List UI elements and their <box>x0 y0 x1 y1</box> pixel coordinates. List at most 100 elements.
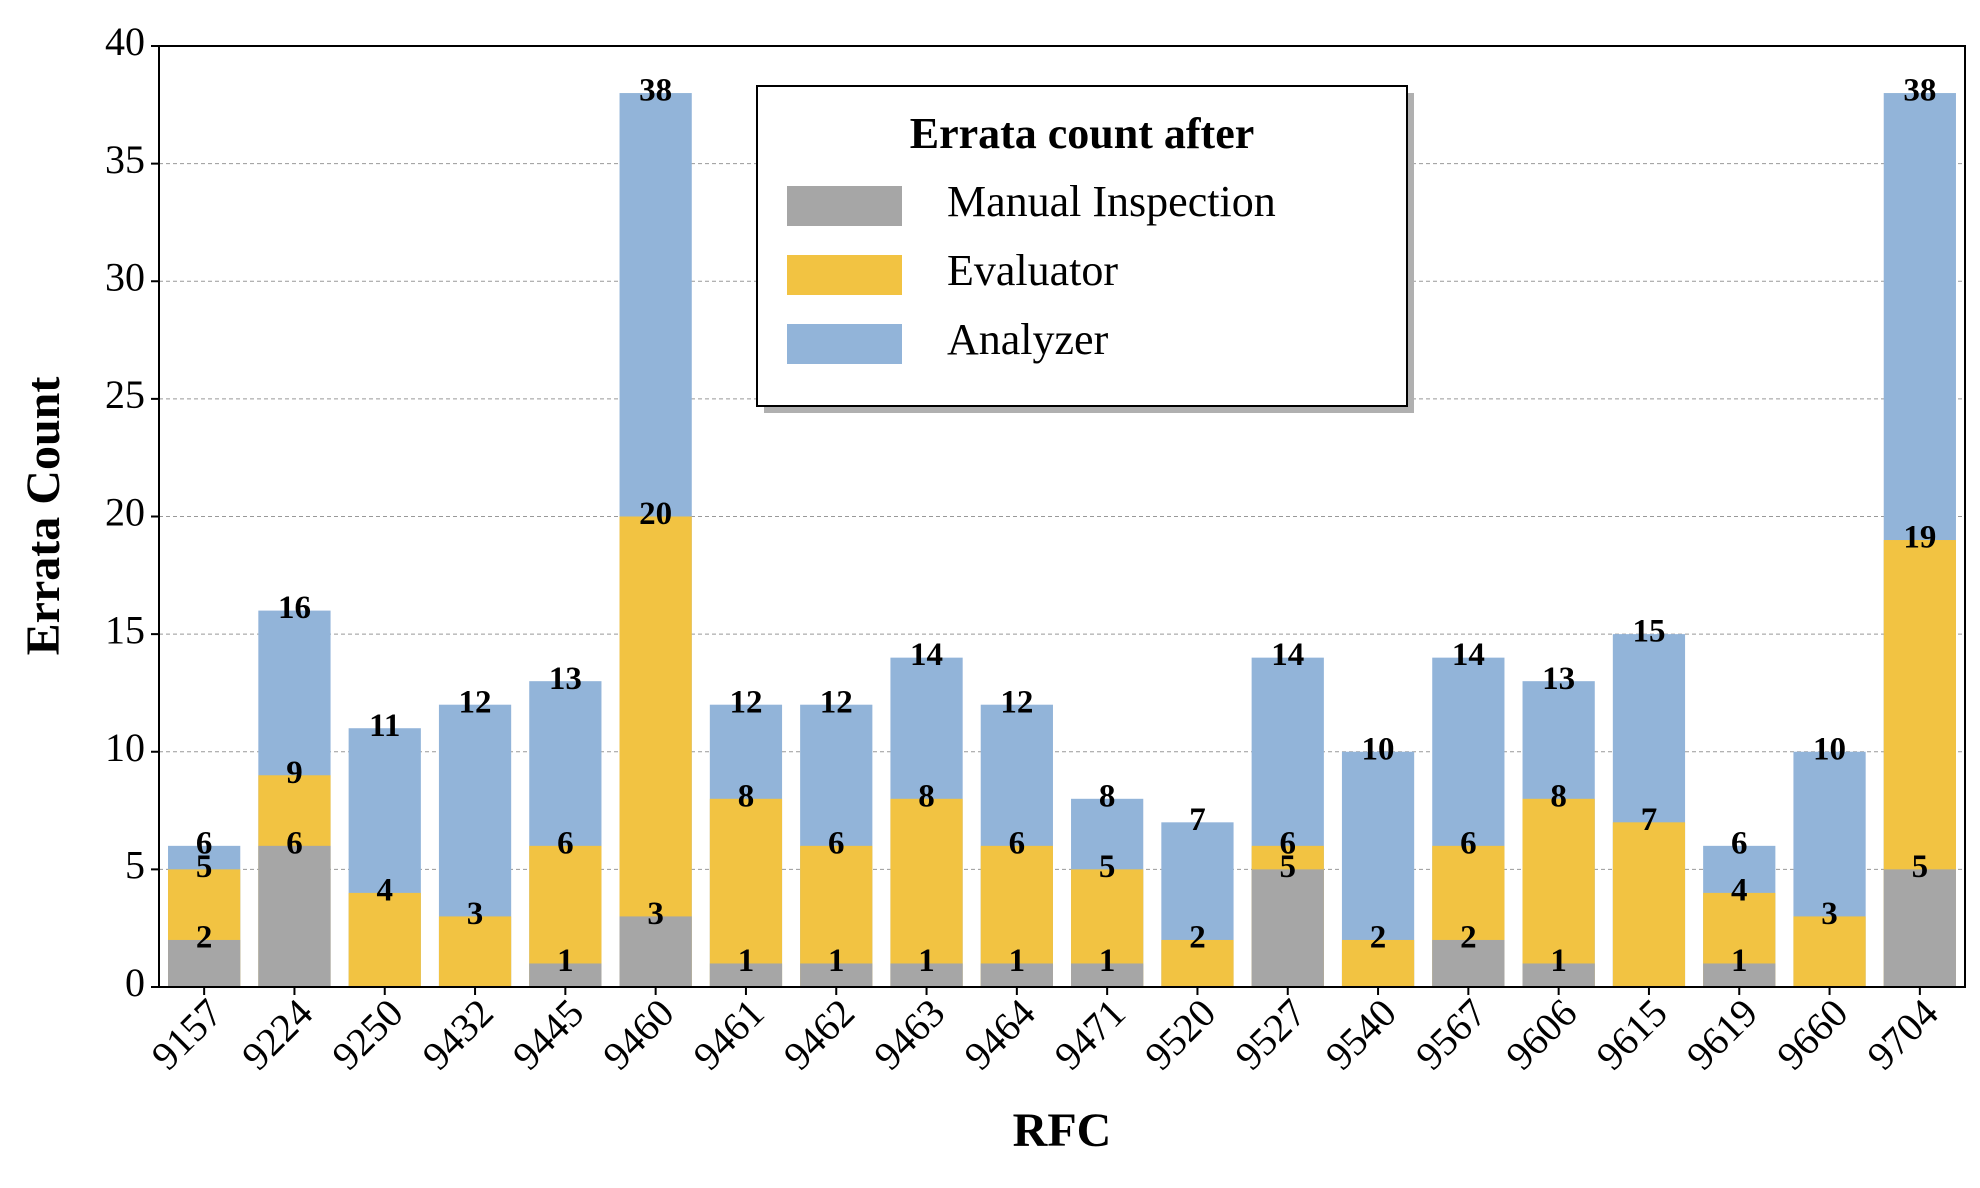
x-tick-label: 9461 <box>684 990 772 1078</box>
bar <box>1793 916 1866 987</box>
y-tick-label: 40 <box>105 19 145 64</box>
value-label: 13 <box>549 661 582 697</box>
value-label: 1 <box>738 943 755 979</box>
bar <box>1612 822 1686 987</box>
value-label: 6 <box>828 825 845 861</box>
bar <box>890 963 963 987</box>
value-label: 14 <box>1271 637 1304 673</box>
y-tick-label: 0 <box>125 960 145 1005</box>
bar <box>1432 939 1505 987</box>
bar <box>258 845 331 987</box>
bar <box>619 916 692 987</box>
value-label: 7 <box>1189 802 1206 838</box>
bar <box>1251 869 1324 987</box>
y-tick-label: 5 <box>125 843 145 888</box>
x-tick-label: 9460 <box>594 990 682 1078</box>
y-tick-label: 35 <box>105 137 145 182</box>
value-label: 1 <box>828 943 845 979</box>
legend-label: Analyzer <box>947 315 1109 364</box>
value-label: 20 <box>639 496 672 532</box>
value-label: 1 <box>1009 943 1026 979</box>
x-tick-label: 9540 <box>1317 990 1405 1078</box>
x-tick-label: 9224 <box>233 990 321 1078</box>
value-label: 12 <box>729 684 762 720</box>
value-label: 8 <box>1099 778 1116 814</box>
y-tick-label: 30 <box>105 254 145 299</box>
value-label: 5 <box>1099 849 1116 885</box>
value-label: 2 <box>1189 920 1206 956</box>
bar <box>1522 798 1595 987</box>
value-label: 3 <box>467 896 484 932</box>
value-label: 15 <box>1632 614 1665 650</box>
value-label: 19 <box>1903 520 1936 556</box>
x-tick-label: 9464 <box>955 990 1043 1078</box>
bar <box>619 516 692 987</box>
bar <box>980 963 1053 987</box>
legend-swatch <box>787 186 902 226</box>
x-tick-label: 9660 <box>1768 990 1856 1078</box>
x-tick-label: 9432 <box>414 990 502 1078</box>
value-label: 11 <box>369 708 400 744</box>
value-label: 38 <box>1903 73 1936 109</box>
value-label: 1 <box>1550 943 1567 979</box>
bar <box>1883 869 1956 987</box>
value-label: 1 <box>1731 943 1748 979</box>
x-tick-label: 9520 <box>1136 990 1224 1078</box>
bar <box>800 963 873 987</box>
y-tick-label: 25 <box>105 372 145 417</box>
legend-title: Errata count after <box>910 109 1255 158</box>
value-label: 8 <box>738 778 755 814</box>
bar <box>709 798 783 987</box>
value-label: 9 <box>286 755 303 791</box>
x-tick-label: 9527 <box>1226 990 1314 1078</box>
value-label: 2 <box>196 920 213 956</box>
x-tick-label: 9567 <box>1407 990 1495 1078</box>
y-tick-label: 20 <box>105 490 145 535</box>
value-label: 6 <box>1009 825 1026 861</box>
value-label: 14 <box>1452 637 1485 673</box>
value-label: 12 <box>1000 684 1033 720</box>
value-label: 6 <box>196 825 213 861</box>
x-tick-label: 9445 <box>504 990 592 1078</box>
bar <box>1071 963 1144 987</box>
x-tick-label: 9463 <box>865 990 953 1078</box>
bar <box>1522 963 1595 987</box>
value-label: 4 <box>377 872 394 908</box>
bar <box>1161 939 1234 987</box>
value-label: 1 <box>1099 943 1116 979</box>
bar <box>168 939 241 987</box>
plot-frame <box>158 45 1966 988</box>
value-label: 8 <box>1550 778 1567 814</box>
value-label: 13 <box>1542 661 1575 697</box>
x-tick-label: 9704 <box>1858 990 1946 1078</box>
value-label: 10 <box>1813 731 1846 767</box>
legend-swatch <box>787 324 902 364</box>
value-label: 12 <box>820 684 853 720</box>
x-tick-label: 9619 <box>1678 990 1766 1078</box>
bar <box>438 916 512 987</box>
legend-label: Evaluator <box>947 246 1118 295</box>
value-label: 5 <box>1912 849 1929 885</box>
value-label: 16 <box>278 590 311 626</box>
value-label: 7 <box>1641 802 1658 838</box>
value-label: 6 <box>557 825 574 861</box>
value-label: 1 <box>557 943 574 979</box>
value-label: 2 <box>1460 920 1477 956</box>
bar <box>529 963 602 987</box>
x-axis-label: RFC <box>1013 1104 1112 1157</box>
value-label: 38 <box>639 73 672 109</box>
value-label: 8 <box>918 778 935 814</box>
value-label: 5 <box>196 849 213 885</box>
x-tick-label: 9157 <box>143 990 231 1078</box>
x-tick-label: 9615 <box>1587 990 1675 1078</box>
bar <box>348 892 421 987</box>
value-label: 14 <box>910 637 943 673</box>
y-tick-label: 10 <box>105 725 145 770</box>
value-label: 6 <box>286 825 303 861</box>
legend-swatch <box>787 255 902 295</box>
legend-label: Manual Inspection <box>947 177 1276 226</box>
value-label: 6 <box>1280 825 1297 861</box>
value-label: 6 <box>1460 825 1477 861</box>
value-label: 10 <box>1362 731 1395 767</box>
